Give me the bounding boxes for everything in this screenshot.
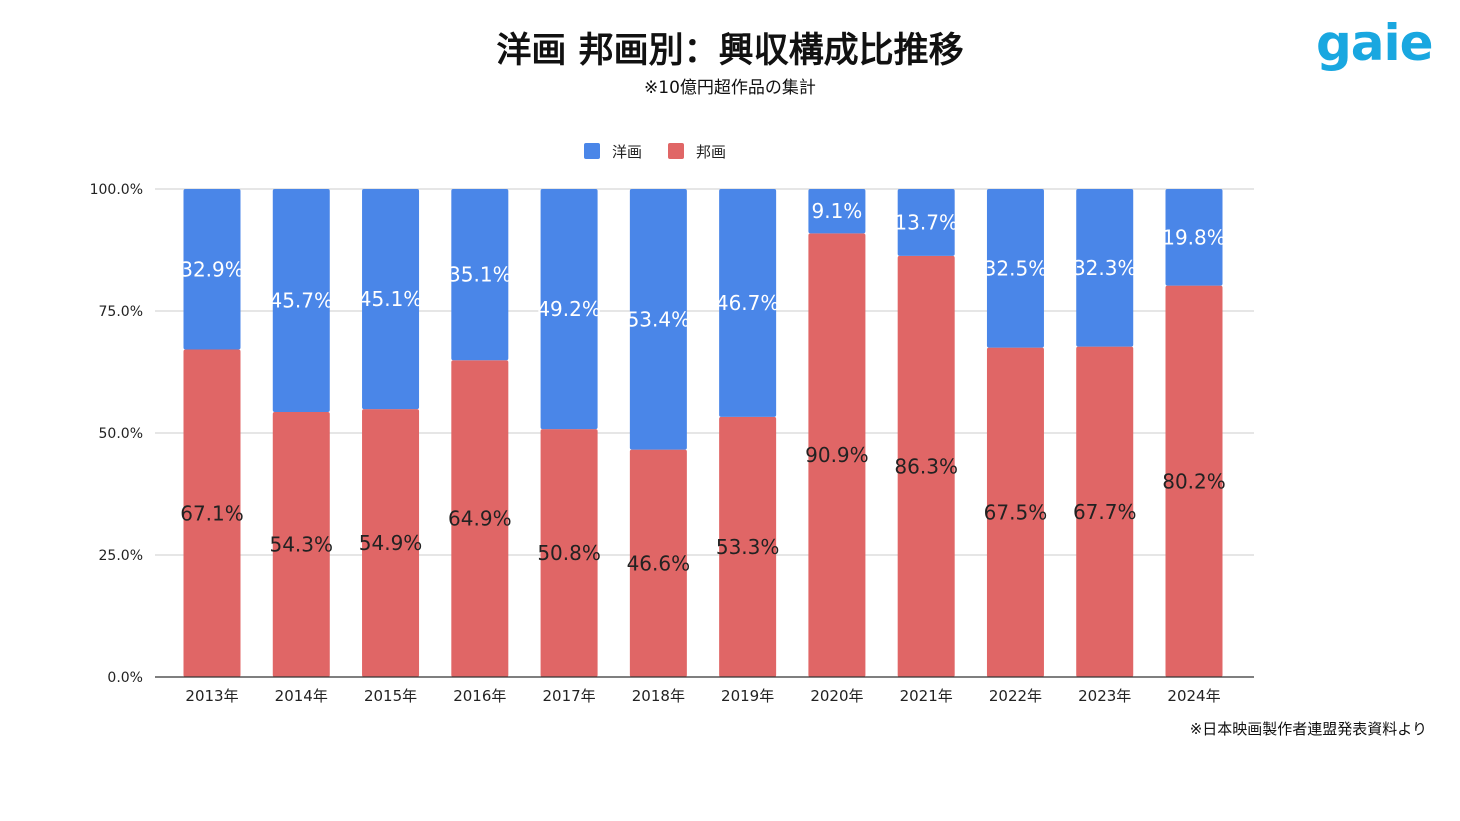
bar-洋画	[719, 189, 777, 417]
bar-邦画	[183, 349, 241, 677]
legend-label: 洋画	[612, 143, 642, 161]
data-label: 80.2%	[1162, 469, 1226, 493]
y-tick-label: 75.0%	[99, 304, 143, 320]
data-label: 49.2%	[537, 297, 601, 321]
bar-洋画	[986, 189, 1044, 348]
bar-邦画	[986, 347, 1044, 677]
y-tick-label: 100.0%	[90, 182, 143, 198]
bar-邦画	[451, 360, 509, 677]
data-label: 64.9%	[448, 507, 512, 531]
bar-邦画	[719, 416, 777, 677]
legend-swatch-邦画	[668, 143, 684, 159]
y-tick-label: 50.0%	[99, 426, 143, 442]
data-label: 50.8%	[537, 541, 601, 565]
x-tick-label: 2015年	[364, 687, 417, 705]
x-tick-label: 2021年	[900, 687, 953, 705]
bar-洋画	[1165, 189, 1223, 286]
bar-洋画	[629, 189, 687, 450]
bar-邦画	[897, 255, 955, 677]
bar-邦画	[540, 429, 598, 677]
x-tick-label: 2019年	[721, 687, 774, 705]
data-label: 9.1%	[812, 199, 863, 223]
x-tick-label: 2024年	[1167, 687, 1220, 705]
data-label: 32.9%	[180, 257, 244, 281]
data-label: 45.7%	[269, 289, 333, 313]
data-label: 86.3%	[894, 454, 958, 478]
chart-subtitle: ※10億円超作品の集計	[644, 78, 816, 98]
bar-洋画	[808, 189, 866, 234]
bar-洋画	[451, 189, 509, 361]
x-tick-label: 2020年	[810, 687, 863, 705]
bar-邦画	[362, 409, 420, 677]
bar-洋画	[1076, 189, 1134, 347]
data-label: 32.3%	[1073, 256, 1137, 280]
bar-邦画	[1076, 346, 1134, 677]
legend-label: 邦画	[696, 143, 726, 161]
bar-邦画	[808, 233, 866, 677]
data-label: 19.8%	[1162, 225, 1226, 249]
gaie-logo: gaie	[1316, 14, 1434, 72]
data-label: 45.1%	[359, 287, 423, 311]
y-tick-label: 25.0%	[99, 548, 143, 564]
data-label: 46.6%	[627, 551, 691, 575]
bar-洋画	[897, 189, 955, 256]
bar-洋画	[362, 189, 420, 410]
data-label: 46.7%	[716, 291, 780, 315]
chart-title: 洋画 邦画別：興収構成比推移	[496, 31, 964, 71]
bar-邦画	[629, 449, 687, 677]
data-label: 35.1%	[448, 263, 512, 287]
data-label: 13.7%	[894, 210, 958, 234]
x-tick-label: 2013年	[185, 687, 238, 705]
x-tick-label: 2016年	[453, 687, 506, 705]
x-tick-label: 2018年	[632, 687, 685, 705]
data-label: 53.4%	[627, 307, 691, 331]
source-note: ※日本映画製作者連盟発表資料より	[1189, 720, 1427, 738]
bar-洋画	[272, 189, 330, 413]
y-tick-label: 0.0%	[107, 670, 143, 686]
bar-邦画	[1165, 285, 1223, 677]
bar-洋画	[183, 189, 241, 350]
bar-邦画	[272, 412, 330, 677]
data-label: 67.5%	[984, 500, 1048, 524]
data-label: 67.7%	[1073, 500, 1137, 524]
bar-洋画	[540, 189, 598, 430]
data-label: 67.1%	[180, 501, 244, 525]
legend-swatch-洋画	[584, 143, 600, 159]
x-tick-label: 2017年	[542, 687, 595, 705]
data-label: 54.3%	[269, 533, 333, 557]
data-label: 32.5%	[984, 256, 1048, 280]
x-tick-label: 2023年	[1078, 687, 1131, 705]
x-tick-label: 2022年	[989, 687, 1042, 705]
data-label: 53.3%	[716, 535, 780, 559]
data-label: 90.9%	[805, 443, 869, 467]
x-tick-label: 2014年	[275, 687, 328, 705]
data-label: 54.9%	[359, 531, 423, 555]
